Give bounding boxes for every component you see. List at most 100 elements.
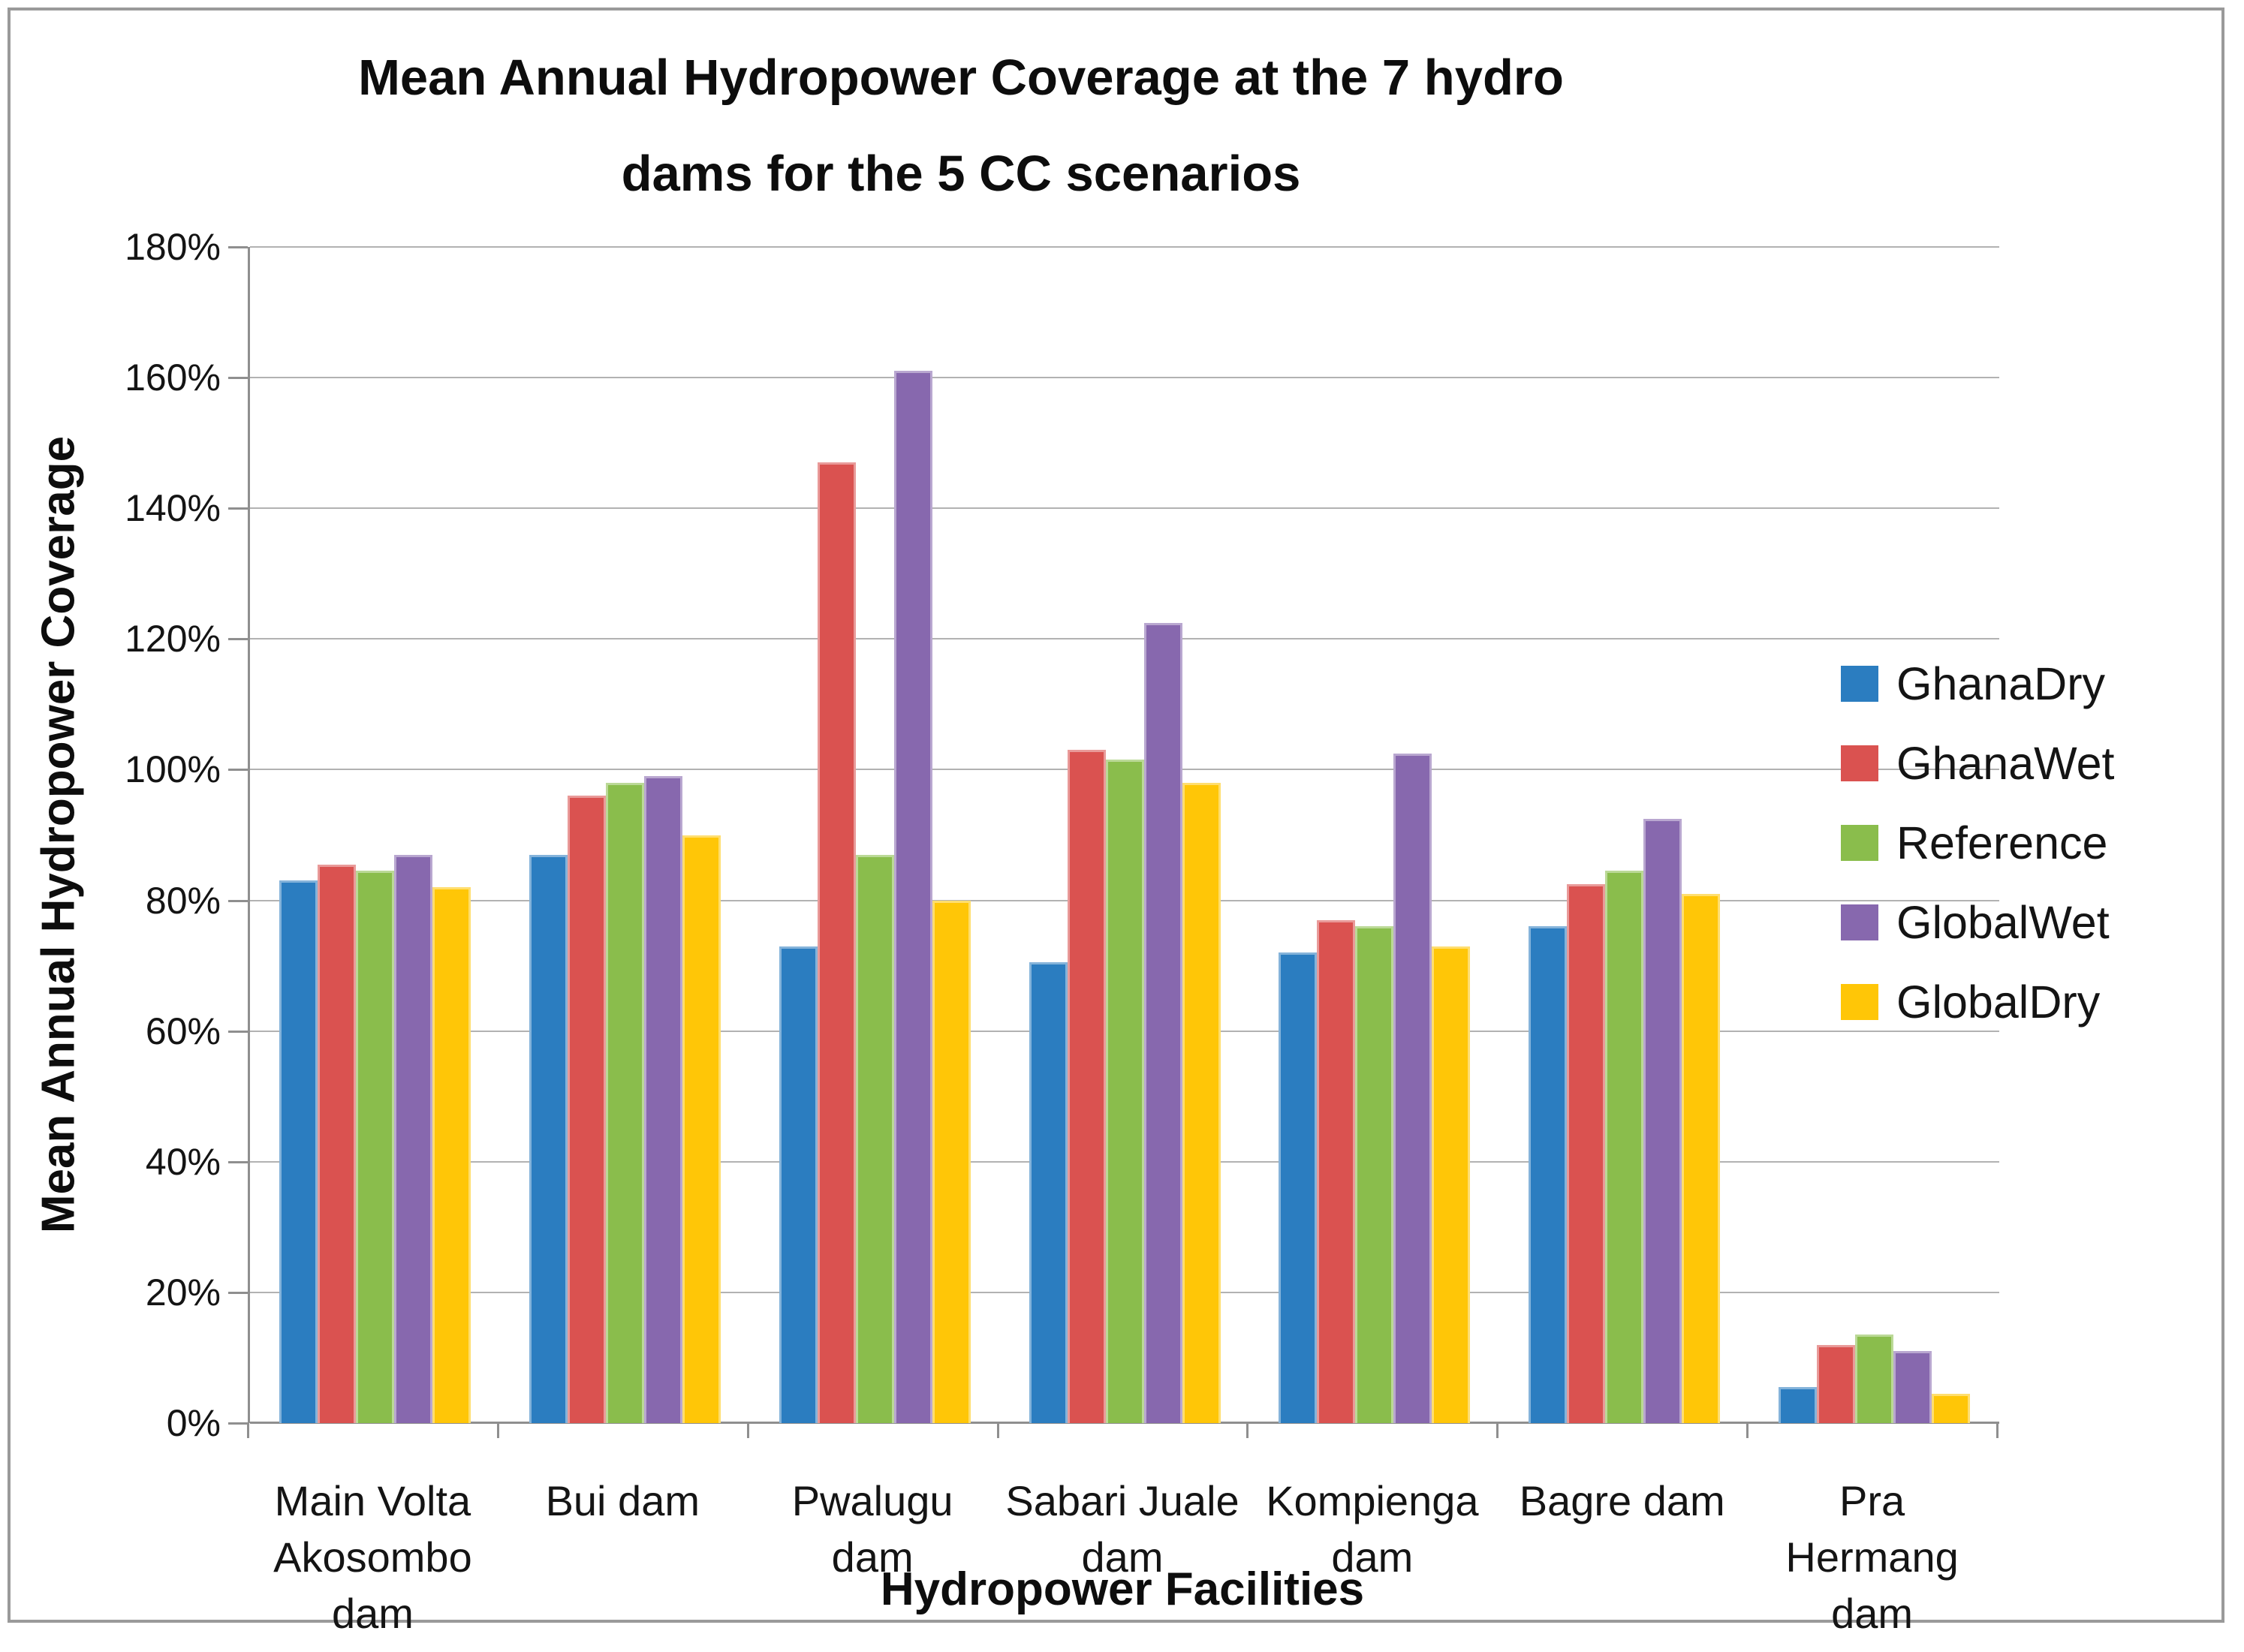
bar-GhanaDry — [1529, 926, 1568, 1423]
bar-group — [250, 247, 500, 1423]
y-tick-label: 140% — [125, 487, 221, 530]
legend-row: GlobalDry — [1841, 976, 2231, 1028]
legend-swatch-GhanaWet — [1841, 745, 1878, 781]
y-tick-label: 20% — [145, 1271, 221, 1313]
bar-GhanaWet — [1067, 750, 1106, 1423]
x-tick-mark — [1746, 1423, 1749, 1438]
y-tick-label: 180% — [125, 226, 221, 268]
x-category-label-line: Bui dam — [545, 1477, 700, 1524]
x-tick-mark — [1996, 1423, 1999, 1438]
legend-label: GlobalDry — [1896, 976, 2101, 1028]
chart-title-line2: dams for the 5 CC scenarios — [621, 146, 1301, 202]
bar-GlobalDry — [1432, 946, 1471, 1423]
x-tick-mark — [996, 1423, 999, 1438]
bar-group — [750, 247, 1000, 1423]
bar-GlobalWet — [393, 854, 432, 1423]
bar-GhanaDry — [779, 946, 818, 1423]
y-tick-label: 40% — [145, 1140, 221, 1183]
y-tick-mark — [228, 507, 248, 510]
bar-GlobalDry — [1182, 782, 1221, 1423]
x-category-label: Bui dam — [498, 1473, 748, 1641]
y-tick-mark — [228, 1160, 248, 1163]
x-category-label-line: Bagre dam — [1519, 1477, 1725, 1524]
bar-Reference — [1355, 926, 1394, 1423]
x-tick-mark — [746, 1423, 749, 1438]
legend-label: GhanaDry — [1896, 658, 2106, 709]
bar-GlobalWet — [1393, 753, 1432, 1423]
bar-GhanaWet — [317, 864, 356, 1423]
y-tick-mark — [228, 1422, 248, 1425]
bar-GhanaWet — [1317, 919, 1356, 1423]
x-category-label-line: dam — [1081, 1533, 1164, 1581]
bar-GlobalDry — [1682, 893, 1721, 1423]
x-category-label: Main Volta Akosombo dam — [248, 1473, 498, 1641]
x-category-label-line: Pwalugu — [791, 1477, 953, 1524]
bar-GlobalWet — [893, 371, 932, 1423]
bar-group — [1749, 247, 1999, 1423]
y-tick-label: 160% — [125, 357, 221, 399]
legend-label: GlobalWet — [1896, 897, 2110, 948]
bar-Reference — [1855, 1335, 1894, 1423]
x-tick-mark — [1496, 1423, 1499, 1438]
chart-title: Mean Annual Hydropower Coverage at the 7… — [120, 30, 1802, 222]
bar-GlobalDry — [682, 835, 721, 1423]
legend-row: GhanaDry — [1841, 658, 2231, 709]
bar-Reference — [1105, 760, 1144, 1423]
y-tick-mark — [228, 769, 248, 772]
x-category-label: Sabari Juale dam — [998, 1473, 1248, 1641]
x-category-label-line: Sabari Juale — [1005, 1477, 1239, 1524]
bar-GhanaDry — [529, 854, 568, 1423]
bar-GhanaDry — [1779, 1387, 1818, 1423]
gridline — [250, 246, 1999, 248]
bar-Reference — [855, 854, 894, 1423]
legend-row: GhanaWet — [1841, 738, 2231, 789]
legend-swatch-GlobalDry — [1841, 984, 1878, 1020]
bar-GhanaWet — [1817, 1344, 1856, 1423]
bar-GlobalDry — [432, 887, 471, 1423]
x-category-label-line: dam — [1831, 1590, 1914, 1637]
bar-GhanaWet — [1567, 883, 1606, 1423]
x-category-label-line: Akosombo — [273, 1533, 472, 1581]
plot-area — [248, 246, 1999, 1424]
y-tick-mark — [228, 638, 248, 641]
y-tick-mark — [228, 1291, 248, 1294]
x-category-label-line: Kompienga — [1266, 1477, 1479, 1524]
figure-border — [8, 8, 2224, 1623]
bar-GlobalDry — [932, 900, 971, 1423]
bar-GlobalWet — [1643, 818, 1682, 1423]
chart-title-line1: Mean Annual Hydropower Coverage at the 7… — [358, 50, 1564, 106]
y-tick-mark — [228, 899, 248, 902]
bar-GlobalDry — [1932, 1393, 1971, 1423]
y-tick-mark — [228, 377, 248, 380]
legend-row: GlobalWet — [1841, 897, 2231, 948]
y-tick-label: 0% — [166, 1402, 221, 1444]
x-category-label: Bagre dam — [1497, 1473, 1747, 1641]
x-category-label-line: Pra Hermang — [1785, 1477, 1959, 1581]
y-tick-mark — [228, 246, 248, 248]
bar-GlobalWet — [643, 776, 682, 1423]
x-category-label: Pra Hermang dam — [1747, 1473, 1997, 1641]
bar-Reference — [605, 782, 644, 1423]
legend-label: Reference — [1896, 817, 2108, 868]
legend-swatch-GhanaDry — [1841, 666, 1878, 702]
gridline — [250, 507, 1999, 510]
x-category-label-line: dam — [331, 1590, 414, 1637]
x-category-label-line: dam — [831, 1533, 914, 1581]
bars-layer — [250, 247, 1999, 1423]
bar-GhanaDry — [1279, 952, 1318, 1423]
y-axis-title: Mean Annual Hydropower Coverage — [32, 435, 85, 1234]
x-category-labels: Main Volta Akosombo dam Bui dam Pwalugu dam Sa… — [248, 1473, 1997, 1641]
bar-group — [1499, 247, 1749, 1423]
y-tick-mark — [228, 1030, 248, 1033]
bar-GhanaWet — [567, 796, 606, 1423]
bar-GhanaDry — [279, 880, 318, 1423]
legend-label: GhanaWet — [1896, 738, 2115, 789]
gridline — [250, 377, 1999, 379]
x-axis-title: Hydropower Facilities — [880, 1563, 1365, 1615]
y-tick-label: 80% — [145, 879, 221, 922]
x-category-label: Pwalugu dam — [748, 1473, 998, 1641]
bar-GhanaWet — [817, 462, 856, 1423]
x-tick-mark — [247, 1423, 249, 1438]
bar-group — [1249, 247, 1499, 1423]
